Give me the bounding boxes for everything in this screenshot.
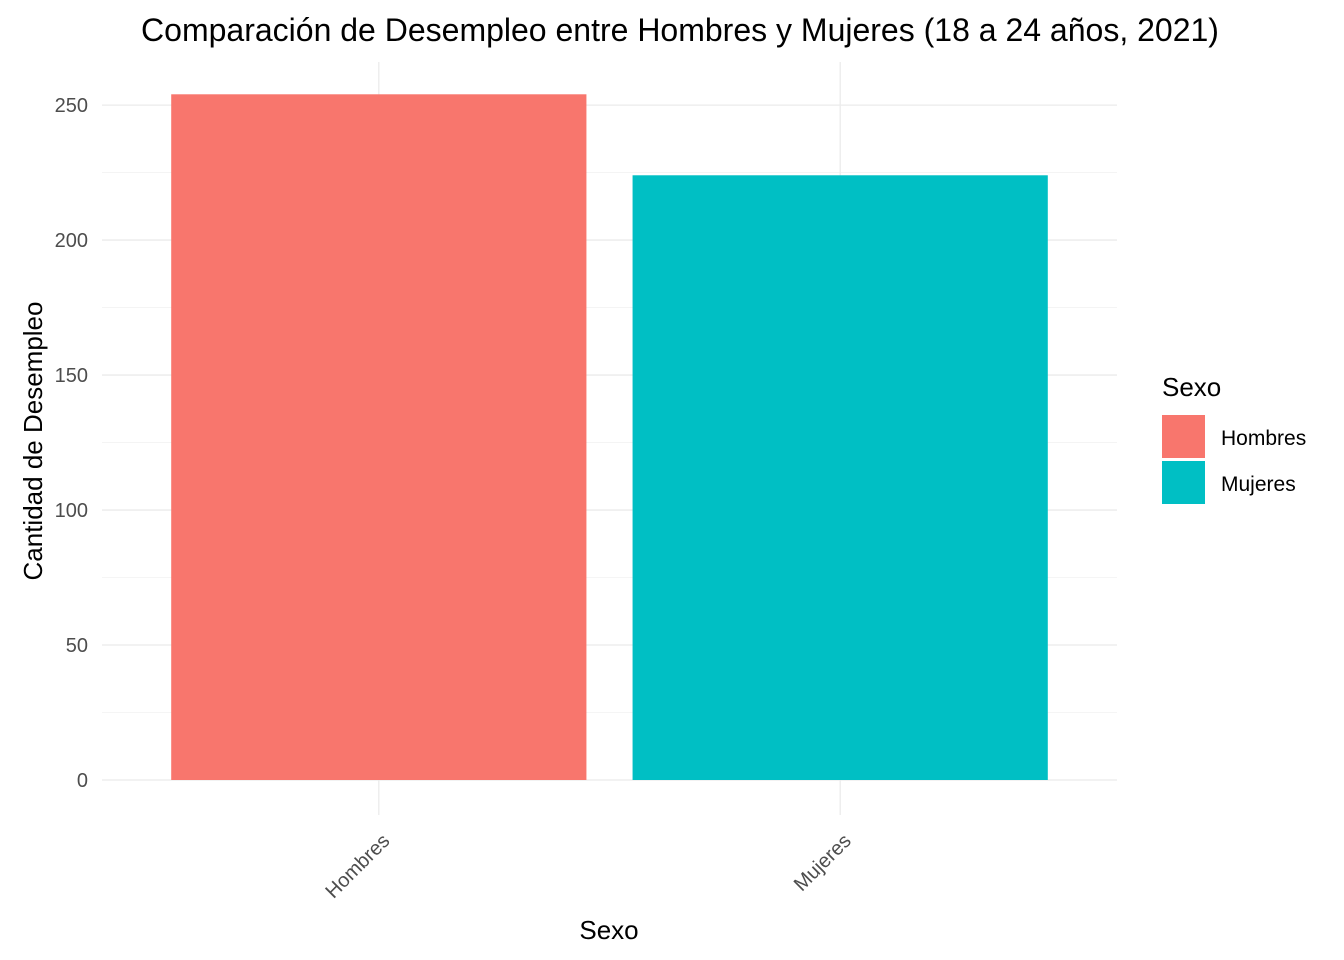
bar-mujeres: [632, 175, 1048, 781]
y-axis-title: Cantidad de Desempleo: [18, 302, 48, 581]
legend-swatch-mujeres: [1162, 461, 1205, 504]
x-axis-title: Sexo: [579, 915, 638, 945]
y-tick-label: 50: [66, 635, 88, 657]
chart-title: Comparación de Desempleo entre Hombres y…: [141, 12, 1219, 48]
x-axis-ticks: Hombres Mujeres: [321, 830, 855, 903]
y-axis-ticks: 0 50 100 150 200 250: [55, 95, 88, 792]
bar-hombres: [171, 94, 587, 781]
y-tick-label: 100: [55, 500, 88, 522]
legend-label: Mujeres: [1221, 473, 1296, 496]
y-tick-label: 200: [55, 230, 88, 252]
x-tick-label: Mujeres: [790, 830, 856, 896]
legend-label: Hombres: [1221, 427, 1306, 450]
y-tick-label: 0: [77, 770, 88, 792]
legend-swatch-hombres: [1162, 415, 1205, 458]
y-tick-label: 250: [55, 95, 88, 117]
legend-title: Sexo: [1162, 372, 1221, 402]
bars: [171, 94, 1048, 781]
x-tick-label: Hombres: [321, 830, 394, 903]
y-tick-label: 150: [55, 365, 88, 387]
legend: Sexo Hombres Mujeres: [1162, 372, 1306, 504]
